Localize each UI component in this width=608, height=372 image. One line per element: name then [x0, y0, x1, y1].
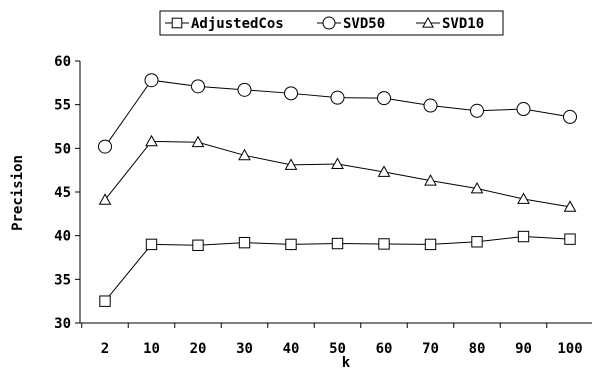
y-tick-label: 40	[54, 229, 71, 245]
legend-label: SVD10	[442, 16, 484, 32]
x-tick-label: 100	[557, 341, 582, 357]
data-point-AdjustedCos	[424, 238, 437, 251]
data-point-AdjustedCos	[192, 239, 204, 251]
data-point-SVD50	[423, 98, 438, 113]
data-point-SVD10	[377, 165, 391, 177]
data-point-SVD50	[191, 79, 205, 94]
x-tick-label: 50	[329, 341, 346, 357]
data-point-SVD50	[377, 91, 391, 106]
data-point-SVD10	[563, 200, 577, 212]
data-point-SVD50	[98, 139, 112, 154]
data-point-SVD10	[98, 193, 112, 205]
series-line-SVD50	[104, 79, 571, 147]
x-tick-label: 30	[236, 341, 253, 357]
data-point-SVD10	[238, 148, 251, 161]
x-tick-label: 60	[376, 341, 393, 357]
y-tick-label: 50	[54, 141, 71, 157]
legend-marker-SVD50	[322, 16, 336, 30]
data-point-SVD50	[470, 103, 484, 118]
x-tick-label: 90	[515, 341, 532, 357]
x-tick-label: 70	[422, 341, 439, 357]
data-point-AdjustedCos	[564, 233, 576, 245]
series-line-SVD10	[104, 140, 571, 208]
data-point-AdjustedCos	[517, 230, 530, 243]
data-point-SVD10	[424, 174, 437, 186]
data-point-AdjustedCos	[471, 236, 483, 248]
data-point-SVD50	[563, 109, 577, 124]
x-tick-label: 10	[143, 341, 160, 357]
x-tick-label: 80	[469, 341, 486, 357]
data-point-AdjustedCos	[145, 238, 158, 251]
legend-marker-SVD10	[422, 16, 434, 28]
data-point-SVD50	[516, 102, 531, 117]
data-point-SVD10	[284, 158, 298, 170]
y-tick-label: 35	[54, 272, 71, 288]
y-tick-label: 30	[54, 316, 71, 332]
x-tick-label: 40	[283, 341, 300, 357]
legend-label: SVD50	[343, 16, 385, 32]
data-point-SVD50	[284, 86, 298, 101]
data-point-AdjustedCos	[331, 237, 344, 250]
data-point-SVD10	[517, 192, 530, 204]
x-tick-label: 20	[190, 341, 207, 357]
data-point-SVD10	[191, 135, 205, 148]
legend: AdjustedCos SVD50 SVD10	[165, 16, 484, 32]
legend-marker-AdjustedCos	[171, 17, 183, 29]
data-point-AdjustedCos	[285, 238, 297, 251]
data-point-SVD50	[330, 90, 345, 105]
x-tick-label: 2	[101, 341, 109, 357]
y-tick-label: 45	[54, 185, 71, 201]
data-point-SVD50	[144, 73, 159, 88]
y-axis-label: Precision	[10, 155, 26, 231]
legend-label: AdjustedCos	[191, 16, 284, 32]
y-tick-label: 55	[54, 98, 71, 114]
data-point-AdjustedCos	[378, 238, 390, 250]
data-point-AdjustedCos	[238, 236, 251, 249]
x-axis-label: k	[342, 355, 351, 371]
data-point-SVD10	[470, 181, 484, 194]
plot-area: 30 35 40 45 50 55 60 2 10 20 30 40 50 60 70 80 90 100	[54, 54, 592, 357]
data-point-SVD50	[237, 82, 252, 97]
data-point-AdjustedCos	[99, 295, 111, 307]
data-point-SVD10	[145, 134, 158, 147]
data-point-SVD10	[331, 157, 344, 169]
y-tick-label: 60	[54, 54, 71, 70]
